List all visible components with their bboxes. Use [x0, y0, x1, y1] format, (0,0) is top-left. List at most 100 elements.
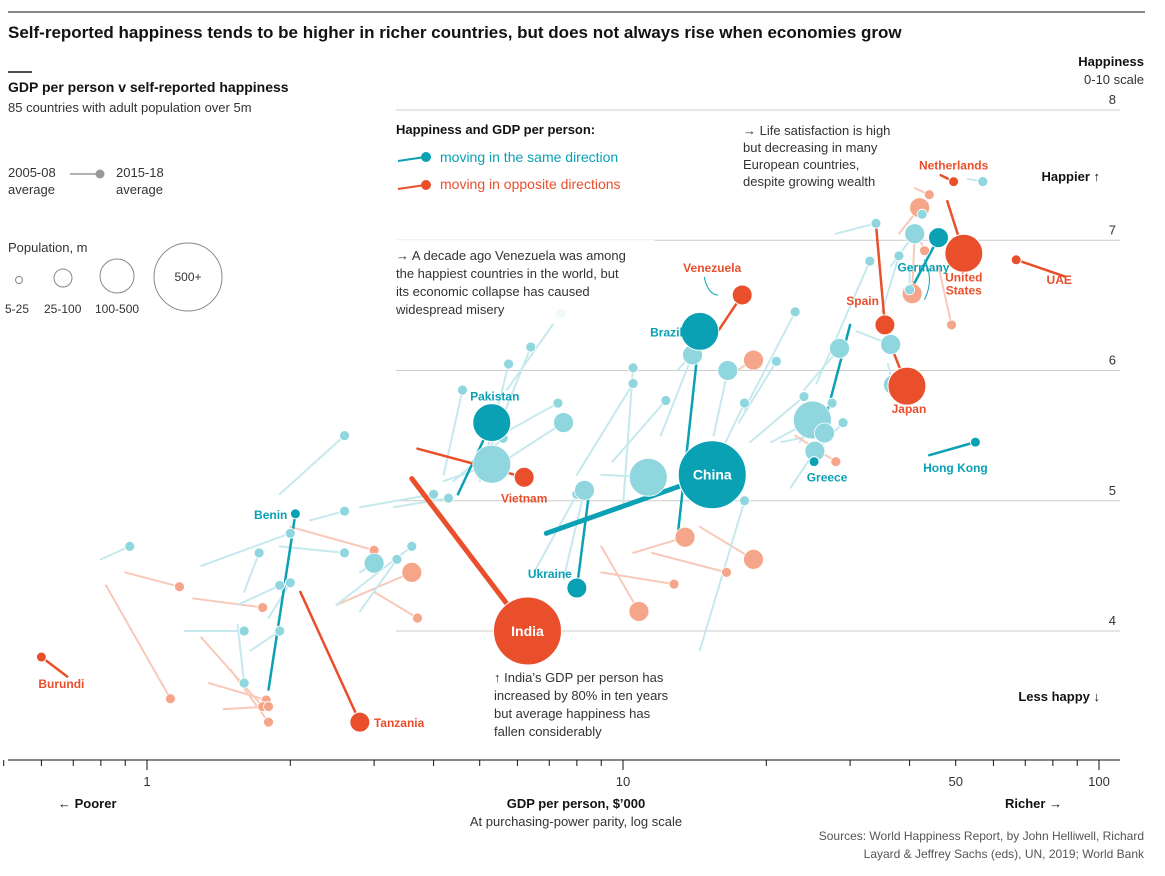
trend-line — [249, 630, 281, 652]
country-bubble — [253, 547, 265, 559]
country-label: Spain — [846, 294, 879, 308]
country-bubble — [814, 422, 835, 444]
country-label: States — [946, 283, 982, 297]
trend-line — [124, 571, 181, 588]
trend-line — [698, 499, 746, 652]
country-bubble — [743, 349, 764, 371]
trend-line — [442, 389, 464, 476]
pop-size-l — [153, 242, 223, 312]
venezuela-annotation-line-4: widespread misery — [395, 302, 505, 317]
x-tick-label: 50 — [948, 774, 962, 789]
india-annotation-line-1: ↑ India’s GDP per person has — [494, 670, 664, 685]
country-labels: India China Tanzania Benin Burundi Pakistan Vi… — [38, 159, 1071, 731]
country-bubble — [412, 612, 423, 624]
country-label: Ukraine — [528, 567, 572, 581]
country-bubble — [443, 492, 454, 504]
y-tick-label: 4 — [1109, 613, 1116, 628]
x-axis-title: GDP per person, $’000 — [507, 796, 646, 811]
trend-line — [749, 395, 805, 444]
trend-line — [880, 254, 900, 313]
country-bubble — [257, 602, 269, 613]
country-bubble — [904, 223, 926, 245]
country-bubble — [401, 561, 423, 583]
trend-line — [267, 581, 292, 619]
country-bubble — [263, 716, 274, 728]
country-bubble — [923, 189, 935, 201]
trend-line — [575, 382, 635, 476]
same-direction-swatch-line — [397, 156, 426, 162]
country-bubble — [770, 355, 782, 367]
country-label: United — [945, 270, 982, 284]
pop-size-m — [99, 258, 135, 294]
country-bubble — [969, 436, 981, 448]
country-label: Vietnam — [501, 491, 547, 505]
trend-line — [505, 312, 562, 392]
country-bubble — [904, 284, 915, 296]
europe-annotation-line-1: → Life satisfaction is high — [743, 123, 890, 138]
chart-subtitle: GDP per person v self-reported happiness — [8, 79, 289, 95]
period-legend: 2005-08 average 2015-18 average — [8, 165, 164, 197]
country-label: Venezuela — [683, 261, 741, 275]
trend-line — [229, 669, 270, 724]
x-tick-label: 1 — [143, 774, 150, 789]
country-bubbles — [35, 176, 1022, 733]
country-bubble — [406, 540, 418, 552]
trend-line — [600, 545, 640, 613]
country-bubble — [628, 457, 668, 497]
country-label: UAE — [1047, 273, 1072, 287]
country-bubble — [627, 378, 639, 389]
trend-line — [267, 512, 297, 691]
trend-line — [335, 571, 413, 606]
venezuela-annotation-line-3: its economic collapse has caused — [396, 284, 590, 299]
country-label: China — [693, 467, 732, 483]
country-bubble — [174, 581, 185, 593]
y-tick-label: 8 — [1109, 92, 1116, 107]
source-line-2: Layard & Jeffrey Sachs (eds), UN, 2019; … — [864, 847, 1145, 861]
country-bubble — [503, 358, 515, 370]
trend-line — [358, 558, 398, 613]
country-label: Tanzania — [374, 716, 425, 730]
country-bubble — [837, 417, 849, 429]
country-label: Greece — [807, 471, 848, 485]
country-label: Brazil — [650, 325, 683, 339]
country-bubble — [274, 580, 286, 591]
period-legend-dot — [95, 169, 105, 179]
country-bubble — [391, 553, 403, 565]
trend-line — [208, 682, 268, 702]
country-label: India — [511, 623, 544, 639]
country-bubble — [789, 306, 801, 318]
country-bubble — [808, 456, 820, 468]
europe-annotation-line-3: European countries, — [743, 157, 859, 172]
x-axis: 1 10 50 100 — [3, 759, 1120, 789]
country-bubble — [830, 456, 842, 468]
venezuela-annotation: → A decade ago Venezuela was among the h… — [393, 240, 655, 324]
country-bubble — [566, 577, 588, 599]
india-annotation: ↑ India’s GDP per person has increased b… — [494, 670, 669, 739]
trend-line — [743, 310, 797, 411]
india-annotation-line-4: fallen considerably — [494, 724, 602, 739]
y-tick-label: 6 — [1109, 353, 1116, 368]
country-bubble — [660, 395, 672, 406]
country-bubble — [238, 625, 250, 637]
country-bubble — [870, 217, 882, 229]
country-bubble — [946, 319, 957, 331]
country-bubble — [289, 508, 301, 520]
country-bubble — [574, 479, 595, 501]
trend-line — [236, 623, 246, 685]
period-start-label-2: average — [8, 182, 55, 197]
y-axis-title: Happiness — [1078, 54, 1144, 69]
country-bubble — [363, 552, 385, 574]
country-bubble — [339, 430, 350, 442]
venezuela-annotation-line-2: the happiest countries in the world, but — [396, 266, 619, 281]
opposite-direction-swatch-dot — [421, 180, 431, 190]
country-bubble — [472, 444, 512, 484]
country-bubble — [628, 601, 650, 622]
country-bubble — [826, 397, 838, 409]
trend-line — [650, 551, 728, 574]
trend-line — [737, 360, 778, 424]
trend-line — [236, 584, 281, 606]
country-label: Pakistan — [470, 390, 519, 404]
population-legend: Population, m 500+ 5-25 25-100 100-500 — [5, 240, 223, 316]
trend-line — [243, 551, 261, 593]
